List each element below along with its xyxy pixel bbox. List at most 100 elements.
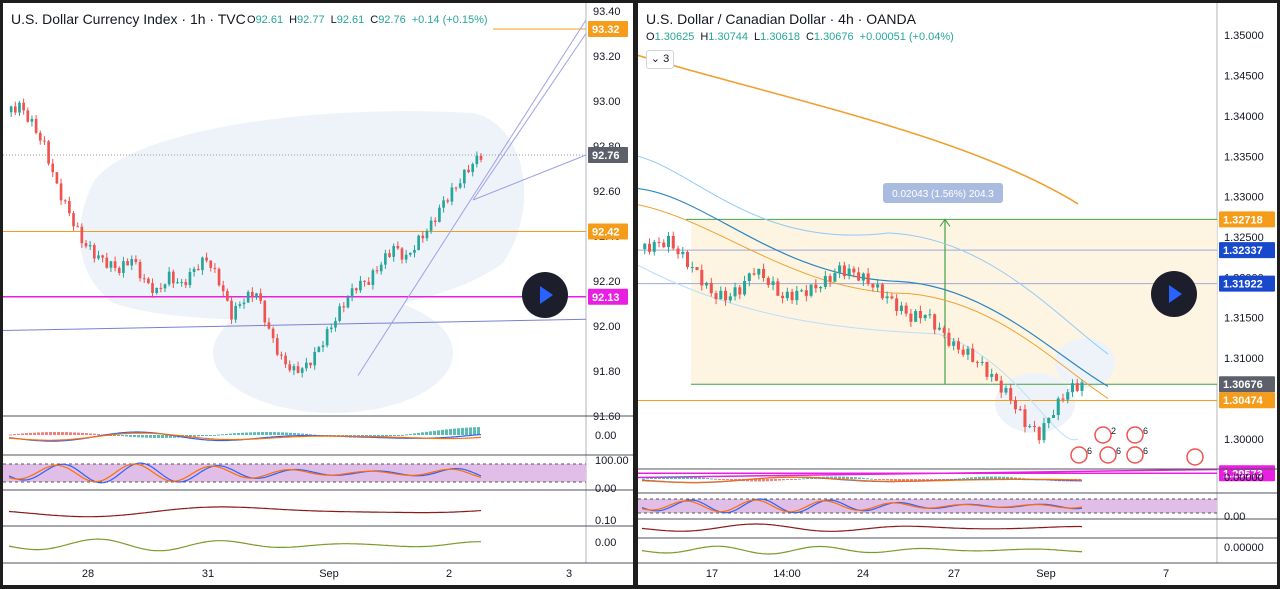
price-tick-label: 1.34000 <box>1224 111 1264 123</box>
dxy-candle-body <box>18 102 21 113</box>
macd-bar <box>41 432 44 435</box>
dxy-candle-body <box>101 255 104 258</box>
usdcad-chart-svg[interactable]: 1.35000 1.34500 1.34000 1.33500 1.33000 1.325… <box>638 3 1277 585</box>
dxy-candle-body <box>51 163 55 173</box>
macd-bar <box>37 432 40 435</box>
macd-bar <box>193 435 196 437</box>
macd-bar <box>277 432 280 435</box>
dxy-candle-body <box>463 169 466 184</box>
price-tick-label: 92.00 <box>593 321 621 333</box>
usdcad-candle-body <box>762 268 766 278</box>
dxy-candle-body <box>113 261 117 269</box>
dxy-candle-body <box>425 230 429 239</box>
macd-bar <box>966 477 969 479</box>
usdcad-candle-body <box>719 290 723 300</box>
macd-bar <box>213 434 216 436</box>
price-label: 92.13 <box>592 292 620 304</box>
event-badge-icon <box>1070 446 1088 464</box>
macd-bar <box>61 432 64 435</box>
dxy-candle-body <box>72 213 75 227</box>
dxy-candle-body <box>305 362 308 369</box>
macd-bar <box>393 435 396 436</box>
price-label-bg <box>1219 392 1275 409</box>
dxy-candle-body <box>342 306 346 308</box>
dxy-chart-svg[interactable]: 93.4093.2093.0092.8092.6092.4092.2092.00… <box>3 3 633 585</box>
macd-bar <box>189 435 192 437</box>
event-badge-icon <box>1126 426 1144 444</box>
macd-bar <box>1022 478 1025 480</box>
highlight-zone <box>1055 338 1115 388</box>
play-icon[interactable] <box>522 272 568 318</box>
usdcad-candle-body <box>690 267 694 269</box>
price-tick-label: 1.31000 <box>1224 353 1264 365</box>
macd-bar <box>850 476 853 479</box>
indicators-collapse-button[interactable]: ⌄ 3 <box>646 50 674 69</box>
usdcad-candle-body <box>961 349 965 355</box>
macd-bar <box>666 476 669 479</box>
dxy-candle-body <box>346 296 350 308</box>
macd-bar <box>874 479 877 480</box>
macd-bar <box>405 434 408 436</box>
chart-pane-dxy[interactable]: 93.4093.2093.0092.8092.6092.4092.2092.00… <box>3 3 633 585</box>
ma-fast-line <box>638 187 1109 387</box>
symbol-title[interactable]: U.S. Dollar Currency Index · 1h · TVC <box>11 11 246 27</box>
dxy-candle-body <box>184 282 188 286</box>
macd-bar <box>678 476 681 479</box>
usdcad-candle-body <box>785 291 789 299</box>
macd-bar <box>169 435 172 438</box>
symbol-title[interactable]: U.S. Dollar / Canadian Dollar · 4h · OAN… <box>646 11 916 27</box>
usdcad-candle-body <box>890 296 894 299</box>
usdcad-candle-body <box>671 235 675 249</box>
macd-bar <box>758 479 761 482</box>
ohlc-readout: O92.61 H92.77 L92.61 C92.76 +0.14 (+0.15%) <box>247 14 488 26</box>
dxy-candle-body <box>159 287 163 289</box>
macd-bar <box>81 432 84 435</box>
macd-bar <box>810 477 813 479</box>
usdcad-candle-body <box>790 291 794 301</box>
dxy-candle-body <box>76 226 80 228</box>
dxy-candle-body <box>38 132 42 141</box>
macd-bar <box>982 476 985 479</box>
macd-bar <box>674 476 677 479</box>
price-label: 1.32337 <box>1223 245 1263 257</box>
dxy-candle-body <box>171 271 175 284</box>
macd-bar <box>281 432 284 435</box>
macd-bar <box>29 432 32 435</box>
macd-bar <box>301 433 304 435</box>
price-tick-label: 92.60 <box>593 186 621 198</box>
usdcad-candle-body <box>838 265 842 274</box>
usdcad-candle-body <box>1047 417 1051 424</box>
dxy-candle-body <box>408 252 412 255</box>
macd-bar <box>650 477 653 479</box>
usdcad-candle-body <box>766 277 770 286</box>
event-badge-count: 2 <box>1111 426 1116 436</box>
dxy-candle-body <box>384 253 387 265</box>
play-icon[interactable] <box>1151 271 1197 317</box>
macd-bar <box>285 432 288 435</box>
dxy-candle-body <box>134 259 138 263</box>
macd-bar <box>209 435 212 436</box>
price-label: 1.31922 <box>1223 279 1263 291</box>
usdcad-candle-body <box>757 268 761 275</box>
macd-bar <box>914 479 917 482</box>
macd-bar <box>734 479 737 481</box>
usdcad-candle-body <box>933 314 937 330</box>
dxy-candle-body <box>438 207 441 222</box>
chart-pane-usdcad[interactable]: 1.35000 1.34500 1.34000 1.33500 1.33000 1.325… <box>638 3 1277 585</box>
dxy-candle-body <box>458 183 462 188</box>
macd-bar <box>990 476 993 479</box>
macd-bar <box>33 432 36 435</box>
dxy-candle-body <box>309 362 312 366</box>
dxy-candle-body <box>130 259 134 266</box>
macd-bar <box>245 432 248 435</box>
macd-bar <box>297 433 300 435</box>
usdcad-candle-body <box>952 341 956 346</box>
price-tick-label: 92.20 <box>593 276 621 288</box>
usdcad-candle-body <box>809 284 813 296</box>
macd-bar <box>413 433 416 435</box>
fan-line <box>472 154 587 201</box>
price-label-bg <box>588 147 628 163</box>
usdcad-candle-body <box>795 290 799 301</box>
usdcad-candle-body <box>752 273 756 275</box>
macd-bar <box>289 432 292 435</box>
